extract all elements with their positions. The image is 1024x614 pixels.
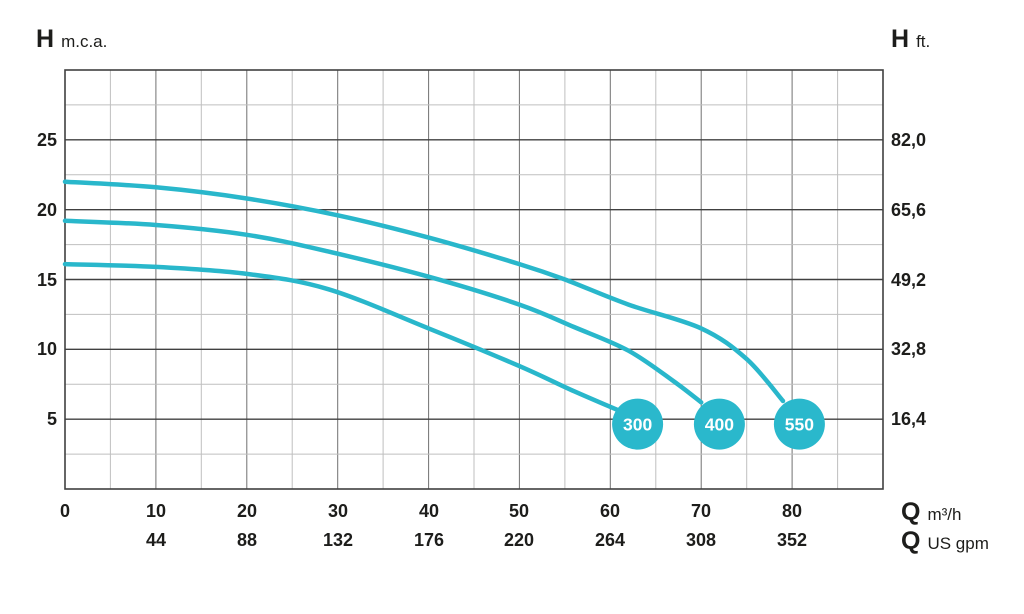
flow-unit-usgpm: US gpm (927, 534, 989, 553)
y-tick-mca-15: 15 (36, 270, 57, 290)
y-tick-mca-10: 10 (36, 339, 57, 359)
y-tick-ft-82,0: 82,0 (891, 130, 927, 150)
model-badge-label-550: 550 (785, 414, 814, 434)
model-badge-label-300: 300 (623, 414, 652, 434)
model-badge-550 (773, 398, 825, 450)
model-badge-400 (693, 398, 745, 450)
curve-550 (62, 179, 786, 404)
head-unit-mca: m.c.a. (61, 32, 108, 51)
x-tick-usgpm-176: 176 (413, 530, 445, 550)
curve-300 (62, 261, 622, 414)
x-tick-usgpm-88: 88 (236, 530, 258, 550)
head-symbol-right: H (891, 25, 910, 53)
x-tick-m3h-60: 60 (599, 501, 621, 521)
x-tick-m3h-80: 80 (781, 501, 803, 521)
x-tick-usgpm-220: 220 (503, 530, 535, 550)
x-tick-usgpm-308: 308 (685, 530, 717, 550)
flow-unit-m3h: m³/h (927, 505, 962, 524)
x-tick-usgpm-352: 352 (776, 530, 808, 550)
x-tick-m3h-70: 70 (690, 501, 712, 521)
y-tick-ft-49,2: 49,2 (891, 270, 927, 290)
head-symbol-left: H (36, 25, 55, 53)
model-badge-300 (612, 398, 664, 450)
plot-border (64, 69, 884, 490)
y-tick-ft-16,4: 16,4 (891, 409, 927, 429)
x-axis-title-metric: Q m³/h (901, 498, 961, 527)
y-tick-ft-65,6: 65,6 (891, 200, 927, 220)
y-tick-mca-25: 25 (36, 130, 57, 150)
y-tick-mca-5: 5 (46, 409, 57, 429)
x-tick-m3h-10: 10 (145, 501, 167, 521)
y-tick-mca-20: 20 (36, 200, 57, 220)
x-tick-usgpm-132: 132 (322, 530, 354, 550)
curve-400 (62, 218, 704, 405)
x-tick-m3h-30: 30 (327, 501, 349, 521)
flow-symbol-metric: Q (901, 498, 921, 526)
head-unit-ft: ft. (916, 32, 931, 51)
x-tick-usgpm-44: 44 (145, 530, 167, 550)
y-tick-ft-32,8: 32,8 (891, 339, 927, 359)
y-axis-title-right: H ft. (891, 25, 930, 54)
y-axis-title-left: H m.c.a. (36, 25, 107, 54)
x-tick-m3h-0: 0 (59, 501, 70, 521)
x-tick-usgpm-264: 264 (594, 530, 626, 550)
model-badge-label-400: 400 (705, 414, 734, 434)
x-tick-m3h-40: 40 (418, 501, 440, 521)
x-tick-m3h-50: 50 (508, 501, 530, 521)
x-tick-m3h-20: 20 (236, 501, 258, 521)
x-axis-title-usgpm: Q US gpm (901, 527, 989, 556)
flow-symbol-usgpm: Q (901, 527, 921, 555)
